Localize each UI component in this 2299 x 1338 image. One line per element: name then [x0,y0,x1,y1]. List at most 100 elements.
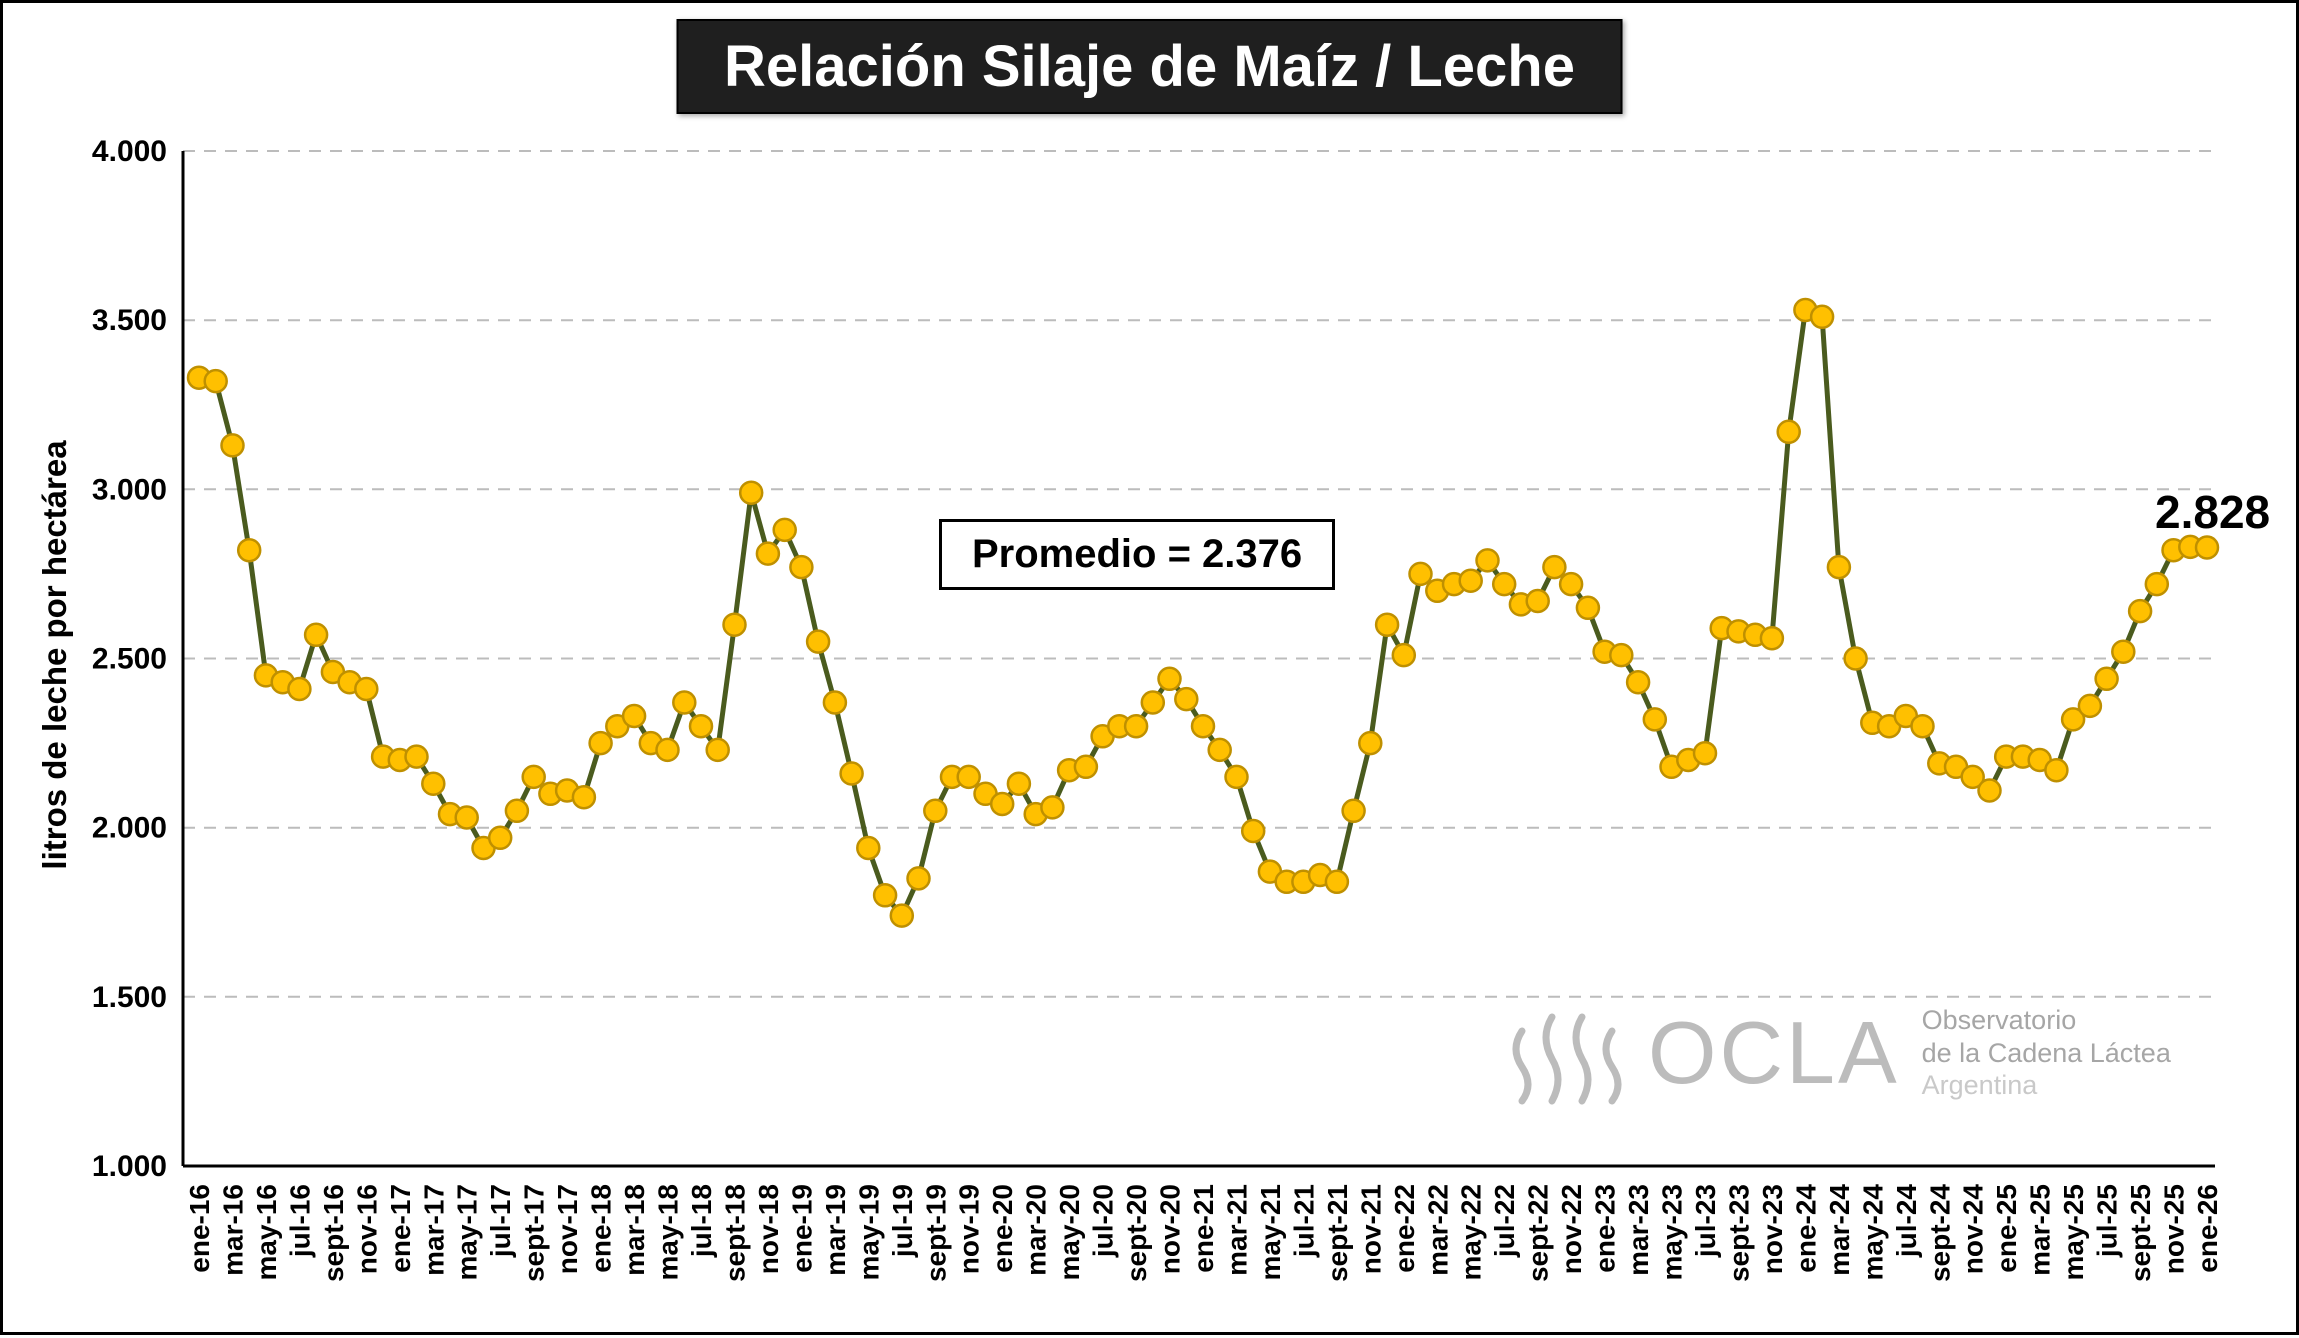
svg-text:sept-19: sept-19 [920,1184,951,1282]
data-point [621,703,647,729]
svg-text:nov-24: nov-24 [1958,1184,1989,1275]
data-point [1625,669,1651,695]
data-point [789,554,814,580]
svg-text:nov-16: nov-16 [351,1184,382,1274]
ocla-brand-text: OCLA [1648,1003,1900,1102]
svg-text:ene-17: ene-17 [385,1184,416,1273]
svg-text:ene-24: ene-24 [1790,1184,1821,1273]
data-point [303,622,329,648]
data-point [454,805,479,830]
data-point [705,737,730,763]
svg-text:jul-24: jul-24 [1891,1184,1922,1259]
data-points [186,297,2220,928]
data-point [772,517,797,543]
svg-text:nov-20: nov-20 [1155,1184,1186,1274]
svg-text:mar-21: mar-21 [1222,1184,1253,1276]
data-point [2127,598,2153,624]
data-point [1809,304,1835,330]
data-point [655,737,680,763]
svg-text:nov-23: nov-23 [1757,1184,1788,1274]
data-point [822,690,848,715]
svg-text:ene-19: ene-19 [786,1184,817,1273]
svg-text:mar-16: mar-16 [218,1184,249,1276]
data-point [1458,568,1483,593]
svg-text:mar-17: mar-17 [418,1184,449,1276]
average-annotation: Promedio = 2.376 [939,519,1336,590]
data-point [504,798,530,824]
data-point [989,791,1015,817]
svg-text:ene-16: ene-16 [184,1184,215,1273]
svg-text:1.500: 1.500 [92,981,167,1014]
svg-text:sept-20: sept-20 [1121,1184,1152,1282]
last-point-value-label: 2.828 [2155,486,2271,538]
data-point [571,784,597,810]
svg-text:mar-19: mar-19 [820,1184,851,1276]
svg-text:nov-22: nov-22 [1556,1184,1587,1274]
data-point [839,761,864,786]
ocla-watermark: OCLA Observatorio de la Cadena Láctea Ar… [1508,1001,2171,1105]
svg-text:may-23: may-23 [1657,1184,1688,1281]
data-point [1391,642,1417,668]
svg-text:jul-25: jul-25 [2092,1184,2123,1258]
data-point [1174,686,1199,712]
data-point [1759,625,1785,651]
svg-text:ene-25: ene-25 [1991,1184,2022,1273]
ocla-logo-icon [1512,1013,1622,1105]
data-point [487,825,513,851]
data-point [1843,646,1868,671]
svg-text:3.000: 3.000 [92,473,167,506]
data-point [805,629,831,654]
svg-text:ene-20: ene-20 [987,1184,1018,1273]
data-point [2144,571,2170,597]
data-point [2060,707,2086,732]
svg-text:jul-23: jul-23 [1690,1184,1721,1258]
data-point [1358,730,1383,756]
svg-text:may-21: may-21 [1255,1184,1286,1281]
data-point [1642,707,1668,732]
svg-text:mar-18: mar-18 [619,1184,650,1276]
svg-text:sept-16: sept-16 [318,1184,349,1282]
svg-text:nov-25: nov-25 [2159,1184,2190,1274]
data-point [1207,737,1232,763]
data-point [956,764,981,790]
svg-text:nov-18: nov-18 [753,1184,784,1274]
data-point [588,730,613,756]
y-axis-tick-labels: 4.000 3.500 3.000 2.500 2.000 1.500 1.000 [92,135,167,1183]
data-point [421,771,446,796]
svg-text:mar-24: mar-24 [1824,1184,1855,1276]
data-point [521,764,546,790]
svg-text:may-20: may-20 [1054,1184,1085,1281]
line-chart: 4.000 3.500 3.000 2.500 2.000 1.500 1.000 ene-1… [92,135,2223,1282]
svg-text:jul-21: jul-21 [1288,1184,1319,1258]
data-point [1609,642,1634,668]
svg-text:may-17: may-17 [452,1184,483,1281]
svg-text:jul-16: jul-16 [284,1184,315,1258]
svg-text:sept-24: sept-24 [1924,1184,1955,1282]
data-point [1073,754,1099,780]
ocla-tagline: Observatorio de la Cadena Láctea Argenti… [1922,1004,2171,1103]
svg-text:sept-17: sept-17 [519,1184,550,1282]
data-point [404,744,429,769]
svg-text:2.500: 2.500 [92,643,167,676]
data-point [1491,571,1517,597]
svg-text:1.000: 1.000 [92,1150,167,1183]
svg-text:may-24: may-24 [1857,1184,1888,1281]
svg-text:ene-26: ene-26 [2192,1184,2223,1273]
y-axis-title: litros de leche por hectárea [36,440,73,870]
svg-text:sept-18: sept-18 [720,1184,751,1282]
svg-text:mar-22: mar-22 [1422,1184,1453,1276]
data-point [1558,571,1584,597]
data-point [1341,798,1366,824]
svg-text:3.500: 3.500 [92,304,167,337]
x-axis-tick-labels: ene-16 mar-16 may-16 jul-16 sept-16 nov-16 ene… [184,1184,2223,1282]
data-point [722,612,747,637]
svg-text:may-19: may-19 [853,1184,884,1281]
svg-text:jul-20: jul-20 [1088,1184,1119,1258]
data-point [1692,740,1718,766]
data-point [1575,595,1601,621]
svg-text:sept-21: sept-21 [1322,1184,1353,1282]
ocla-tagline-line3: Argentina [1921,1070,2038,1101]
data-point [220,433,245,458]
data-point [1157,666,1182,692]
data-point [856,835,881,861]
